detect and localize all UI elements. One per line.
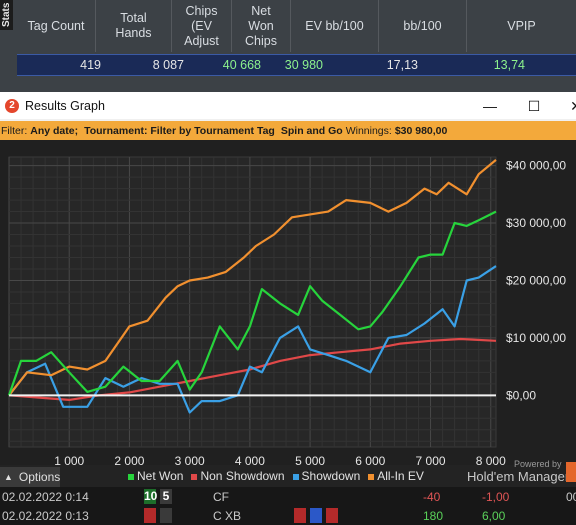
board-card <box>326 508 338 523</box>
legend-item-net-won[interactable]: Net Won <box>128 469 183 483</box>
hand-won: -40 <box>423 489 441 504</box>
chevron-up-icon: ▲ <box>4 472 13 482</box>
x-tick-label: 3 000 <box>175 454 205 468</box>
hole-card <box>144 508 156 523</box>
hole-card: 5 <box>160 489 172 504</box>
filter-tournament: Tournament: Filter by Tournament Tag <box>84 124 275 137</box>
x-tick-label: 6 000 <box>355 454 385 468</box>
holdem-manager-app-icon: 2 <box>5 98 19 113</box>
hand-won: 180 <box>423 508 444 523</box>
legend-swatch <box>292 473 299 480</box>
options-label: Options <box>18 470 61 484</box>
winnings-label: Winnings: <box>345 124 392 137</box>
cell-chips-ev-adjust: 40 668 <box>222 58 261 72</box>
holdem-manager-logo-icon <box>566 462 576 482</box>
hand-action: C XB <box>213 508 242 523</box>
legend-swatch <box>368 473 375 480</box>
column-header-bb100[interactable]: bb/100 <box>379 0 467 52</box>
hole-card <box>160 508 172 523</box>
stats-side-tab[interactable]: Stats <box>0 0 13 30</box>
close-button[interactable]: ✕ <box>570 98 576 114</box>
cell-ev-bb100: 17,13 <box>386 58 418 72</box>
legend-swatch <box>128 473 134 480</box>
legend-label: Net Won <box>137 469 184 483</box>
filter-tag: Spin and Go <box>280 124 343 137</box>
hand-date: 02.02.2022 0:13 <box>2 508 89 523</box>
window-title: Results Graph <box>25 98 105 113</box>
y-tick-label: $10 000,00 <box>506 331 566 345</box>
column-header-vpip[interactable]: VPIP <box>507 18 536 33</box>
minimize-button[interactable]: — <box>483 98 497 114</box>
legend-item-showdown[interactable]: Showdown <box>292 469 361 483</box>
graph-footer <box>0 465 576 488</box>
stats-panel: Stats Tag Count Total Hands Chips (EV Ad… <box>0 0 576 92</box>
y-tick-label: $20 000,00 <box>506 273 566 287</box>
legend-swatch <box>191 473 198 480</box>
stats-header-row: Tag Count Total Hands Chips (EV Adjust N… <box>17 0 576 52</box>
column-header-total-hands[interactable]: Total Hands <box>96 0 172 52</box>
hand-action: CF <box>213 489 229 504</box>
filter-bar[interactable]: Filter: Any date; Tournament: Filter by … <box>0 121 576 140</box>
hole-card: 10 <box>144 489 158 504</box>
column-header-chips-ev-adjust[interactable]: Chips (EV Adjust <box>172 0 232 52</box>
legend-label: Non Showdown <box>200 469 285 483</box>
hand-extra: 00 <box>566 489 576 504</box>
series-line-all-in-ev <box>8 159 497 396</box>
window-titlebar[interactable]: 2 Results Graph — ☐ ✕ <box>0 92 576 119</box>
filter-label: Filter: <box>1 124 28 137</box>
x-tick-label: 5 000 <box>295 454 325 468</box>
column-header-net-won-chips[interactable]: Net Won Chips <box>232 0 291 52</box>
x-tick-label: 8 000 <box>476 454 506 468</box>
column-header-tag-count[interactable]: Tag Count <box>17 0 96 52</box>
y-tick-label: $30 000,00 <box>506 216 566 230</box>
stats-data-row[interactable]: 419 8 087 40 668 30 980 17,13 13,74 <box>17 54 576 76</box>
results-graph-window: 2 Results Graph — ☐ ✕ Filter: Any date; … <box>0 92 576 487</box>
plot-background <box>8 156 497 448</box>
graph-area: $0,00 $10 000,00 $20 000,00 $30 000,00 $40 0… <box>0 140 576 487</box>
legend-item-non-showdown[interactable]: Non Showdown <box>191 469 285 483</box>
y-tick-label: $40 000,00 <box>506 159 566 173</box>
x-tick-label: 7 000 <box>416 454 446 468</box>
x-tick-label: 4 000 <box>235 454 265 468</box>
hand-row[interactable]: 02.02.2022 0:14 10 5 CF -40 -1,00 00 <box>0 487 576 506</box>
cell-net-won-chips: 30 980 <box>284 58 323 72</box>
series-line-non-showdown <box>8 337 497 401</box>
board-card <box>294 508 306 523</box>
y-tick-label: $0,00 <box>506 388 536 402</box>
series-line-showdown <box>8 265 497 414</box>
powered-by-text: Powered by <box>514 459 562 469</box>
legend-label: All-In EV <box>377 469 424 483</box>
x-tick-label: 1 000 <box>54 454 84 468</box>
series-line-net-won <box>7 210 497 396</box>
legend-item-all-in-ev[interactable]: All-In EV <box>368 469 424 483</box>
maximize-button[interactable]: ☐ <box>527 98 541 114</box>
brand-name: Hold'em Manager <box>467 469 570 484</box>
hand-bb: -1,00 <box>482 489 510 504</box>
column-header-ev-bb100[interactable]: EV bb/100 <box>291 0 379 52</box>
hand-row[interactable]: 02.02.2022 0:13 C XB 180 6,00 <box>0 506 576 525</box>
cell-vpip <box>533 55 576 75</box>
hand-date: 02.02.2022 0:14 <box>2 489 89 504</box>
x-tick-label: 2 000 <box>114 454 144 468</box>
results-chart: $0,00 $10 000,00 $20 000,00 $30 000,00 $40 0… <box>7 156 566 487</box>
winnings-value: $30 980,00 <box>394 124 448 137</box>
board-card <box>310 508 322 523</box>
chart-legend: Net Won Non Showdown Showdown All-In EV <box>128 469 424 483</box>
options-button[interactable]: ▲ Options <box>0 467 60 487</box>
cell-tag-count: 419 <box>80 58 101 72</box>
cell-bb100: 13,74 <box>493 58 525 72</box>
legend-label: Showdown <box>301 469 361 483</box>
cell-total-hands: 8 087 <box>152 58 184 72</box>
filter-date: Any date; <box>30 124 79 137</box>
hand-bb: 6,00 <box>482 508 506 523</box>
